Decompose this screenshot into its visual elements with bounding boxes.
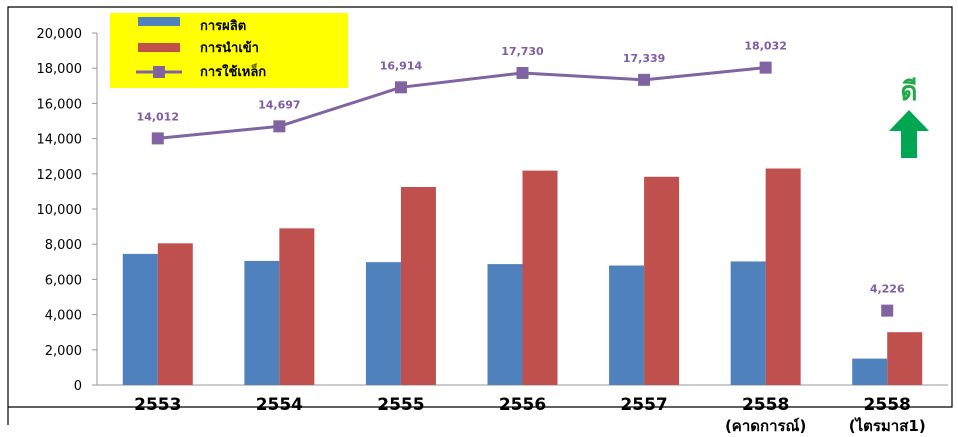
consumption-marker xyxy=(394,81,407,94)
y-tick-label: 12,000 xyxy=(37,168,83,183)
y-tick-label: 8,000 xyxy=(45,238,82,253)
bar-import xyxy=(887,332,923,385)
chart-frame xyxy=(7,6,953,425)
bar-production xyxy=(487,264,523,385)
bar-production xyxy=(244,260,280,385)
y-tick-label: 14,000 xyxy=(37,133,83,148)
consumption-marker xyxy=(151,132,164,145)
consumption-data-label: 16,914 xyxy=(380,59,423,72)
consumption-line xyxy=(157,66,766,140)
category-label: 2557 xyxy=(620,395,667,415)
bar-production xyxy=(609,265,645,385)
y-tick-label: 20,000 xyxy=(37,27,83,42)
good-annotation: ดี xyxy=(889,77,929,158)
bar-production xyxy=(730,261,766,385)
legend-label-import: การนำเข้า xyxy=(200,40,259,56)
category-sublabel: (คาดการณ์) xyxy=(725,417,806,435)
consumption-data-label: 4,226 xyxy=(870,283,905,296)
consumption-data-label: 17,339 xyxy=(623,52,665,65)
bar-import xyxy=(400,187,436,385)
legend-marker-consumption xyxy=(153,66,165,78)
consumption-data-label: 18,032 xyxy=(744,40,786,53)
y-tick-label: 10,000 xyxy=(37,203,83,218)
bar-import xyxy=(644,176,680,385)
consumption-marker xyxy=(759,61,772,74)
line-series: 14,012 14,697 16,914 17,730 17,339 18,032 4,22… xyxy=(137,40,905,317)
bar-import xyxy=(765,168,801,385)
y-tick-labels: 0 2,000 4,000 6,000 8,000 10,000 12,000 14,000 1… xyxy=(37,27,97,394)
consumption-data-label: 14,012 xyxy=(137,110,179,123)
consumption-data-label: 17,730 xyxy=(501,45,544,58)
category-labels: 2553 2554 2555 2556 2557 2558(คาดการณ์)2558(ไ… xyxy=(134,395,926,435)
bar-import xyxy=(522,170,558,385)
bar-production xyxy=(122,253,158,385)
good-label: ดี xyxy=(901,77,918,107)
legend-swatch-import xyxy=(138,43,180,52)
y-tick-label: 16,000 xyxy=(37,97,83,112)
y-tick-label: 0 xyxy=(74,379,82,394)
consumption-marker xyxy=(638,73,651,86)
bar-marks xyxy=(122,168,923,385)
consumption-marker xyxy=(881,304,894,317)
bar-production xyxy=(365,262,401,385)
category-label: 2558 xyxy=(864,395,911,415)
category-label: 2556 xyxy=(499,395,546,415)
consumption-marker xyxy=(273,120,286,133)
y-tick-label: 2,000 xyxy=(45,344,82,359)
legend: การผลิต การนำเข้า การใช้เหล็ก xyxy=(110,13,348,88)
y-tick-label: 4,000 xyxy=(45,309,82,324)
up-arrow-icon xyxy=(889,110,929,158)
category-sublabel: (ไตรมาส1) xyxy=(849,416,926,435)
category-label: 2553 xyxy=(134,395,181,415)
category-label: 2555 xyxy=(377,395,424,415)
legend-swatch-production xyxy=(138,17,180,26)
y-tick-label: 6,000 xyxy=(45,273,82,288)
bar-production xyxy=(852,358,888,385)
legend-label-production: การผลิต xyxy=(200,19,246,34)
bar-import xyxy=(279,228,315,385)
category-label: 2554 xyxy=(256,395,303,415)
consumption-data-label: 14,697 xyxy=(258,98,300,111)
consumption-marker xyxy=(516,66,529,79)
category-label: 2558 xyxy=(742,395,789,415)
y-tick-label: 18,000 xyxy=(37,62,83,77)
legend-label-consumption: การใช้เหล็ก xyxy=(200,62,266,80)
bar-import xyxy=(157,243,193,385)
